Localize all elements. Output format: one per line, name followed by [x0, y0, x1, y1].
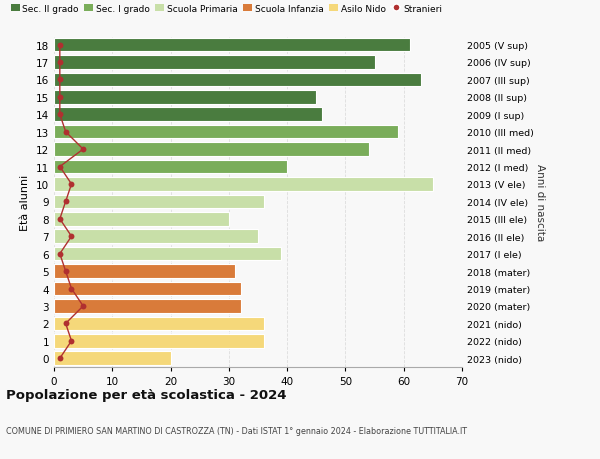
Text: Popolazione per età scolastica - 2024: Popolazione per età scolastica - 2024: [6, 388, 287, 401]
Legend: Sec. II grado, Sec. I grado, Scuola Primaria, Scuola Infanzia, Asilo Nido, Stran: Sec. II grado, Sec. I grado, Scuola Prim…: [11, 5, 442, 13]
Point: [61, 129, 70, 136]
Point: [61, 268, 70, 275]
Point: [55, 355, 65, 362]
Bar: [54, 352, 170, 365]
Bar: [54, 334, 264, 348]
Bar: [54, 143, 369, 157]
Bar: [54, 178, 433, 191]
Bar: [54, 213, 229, 226]
Bar: [54, 91, 316, 104]
Point: [55, 163, 65, 171]
Bar: [54, 195, 264, 209]
Bar: [54, 317, 264, 330]
Bar: [54, 73, 421, 87]
Point: [67, 233, 76, 241]
Point: [55, 251, 65, 258]
Bar: [54, 56, 374, 70]
Y-axis label: Età alunni: Età alunni: [20, 174, 31, 230]
Point: [79, 302, 88, 310]
Point: [55, 112, 65, 119]
Point: [55, 42, 65, 49]
Bar: [54, 126, 398, 139]
Point: [79, 146, 88, 153]
Point: [67, 181, 76, 188]
Text: COMUNE DI PRIMIERO SAN MARTINO DI CASTROZZA (TN) - Dati ISTAT 1° gennaio 2024 - : COMUNE DI PRIMIERO SAN MARTINO DI CASTRO…: [6, 426, 467, 435]
Bar: [54, 265, 235, 278]
Point: [67, 337, 76, 345]
Bar: [54, 39, 410, 52]
Point: [55, 94, 65, 101]
Bar: [54, 230, 258, 244]
Point: [61, 320, 70, 327]
Bar: [54, 247, 281, 261]
Bar: [54, 108, 322, 122]
Point: [55, 77, 65, 84]
Point: [61, 198, 70, 206]
Bar: [54, 300, 241, 313]
Bar: [54, 160, 287, 174]
Point: [55, 216, 65, 223]
Bar: [54, 282, 241, 296]
Y-axis label: Anni di nascita: Anni di nascita: [535, 163, 545, 241]
Point: [67, 285, 76, 292]
Point: [55, 59, 65, 67]
